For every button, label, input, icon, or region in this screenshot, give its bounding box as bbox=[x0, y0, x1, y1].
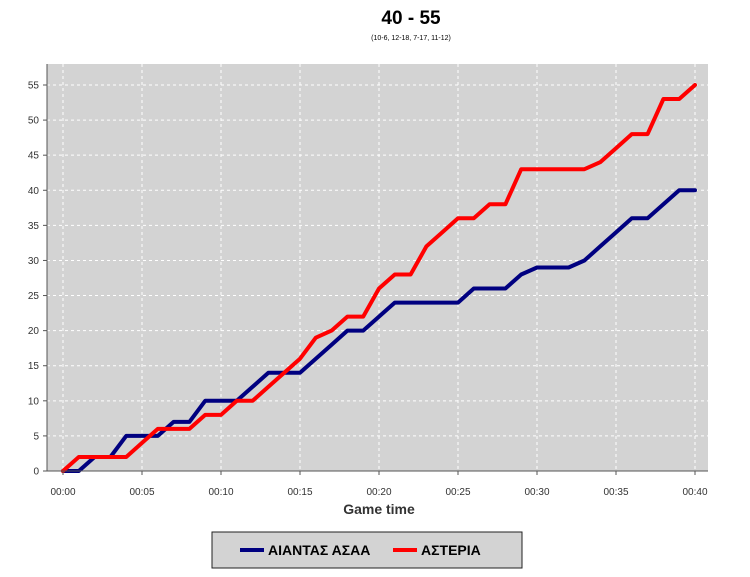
series-lines bbox=[61, 83, 697, 473]
legend: ΑΙΑΝΤΑΣ ΑΣΑΑ ΑΣΤΕΡΙΑ bbox=[211, 531, 523, 569]
series-line-1 bbox=[61, 83, 697, 473]
y-tick-label: 55 bbox=[28, 81, 40, 92]
chart-subtitle: (10-6, 12-18, 7-17, 11-12) bbox=[371, 35, 451, 42]
x-tick-label: 00:00 bbox=[50, 487, 75, 498]
x-tick-label: 00:15 bbox=[287, 487, 312, 498]
x-tick-label: 00:40 bbox=[682, 487, 707, 498]
y-tick-label: 50 bbox=[28, 116, 40, 127]
y-tick-label: 10 bbox=[28, 396, 40, 407]
chart-title: 40 - 55 bbox=[381, 8, 441, 29]
y-tick-label: 35 bbox=[28, 221, 40, 232]
x-tick-label: 00:30 bbox=[524, 487, 549, 498]
x-tick-label: 00:25 bbox=[445, 487, 470, 498]
axes: 0 5 10 15 20 25 30 35 40 45 50 55 00:00 00:05 00:10 00:… bbox=[28, 64, 708, 498]
y-tick-label: 15 bbox=[28, 361, 40, 372]
x-tick-label: 00:20 bbox=[366, 487, 391, 498]
legend-label-asteria: ΑΣΤΕΡΙΑ bbox=[421, 542, 481, 558]
y-tick-label: 0 bbox=[33, 467, 39, 478]
legend-label-aiantas: ΑΙΑΝΤΑΣ ΑΣΑΑ bbox=[268, 542, 370, 558]
y-tick-label: 30 bbox=[28, 256, 40, 267]
x-tick-label: 00:35 bbox=[603, 487, 628, 498]
series-line-0 bbox=[61, 188, 697, 473]
y-tick-label: 40 bbox=[28, 186, 40, 197]
y-tick-label: 20 bbox=[28, 326, 40, 337]
x-tick-label: 00:05 bbox=[129, 487, 154, 498]
y-tick-label: 25 bbox=[28, 291, 40, 302]
x-axis-title: Game time bbox=[343, 501, 415, 517]
y-tick-label: 45 bbox=[28, 151, 40, 162]
x-tick-label: 00:10 bbox=[208, 487, 233, 498]
grid-lines bbox=[47, 64, 708, 471]
plot-area bbox=[47, 64, 708, 471]
y-tick-label: 5 bbox=[33, 431, 39, 442]
